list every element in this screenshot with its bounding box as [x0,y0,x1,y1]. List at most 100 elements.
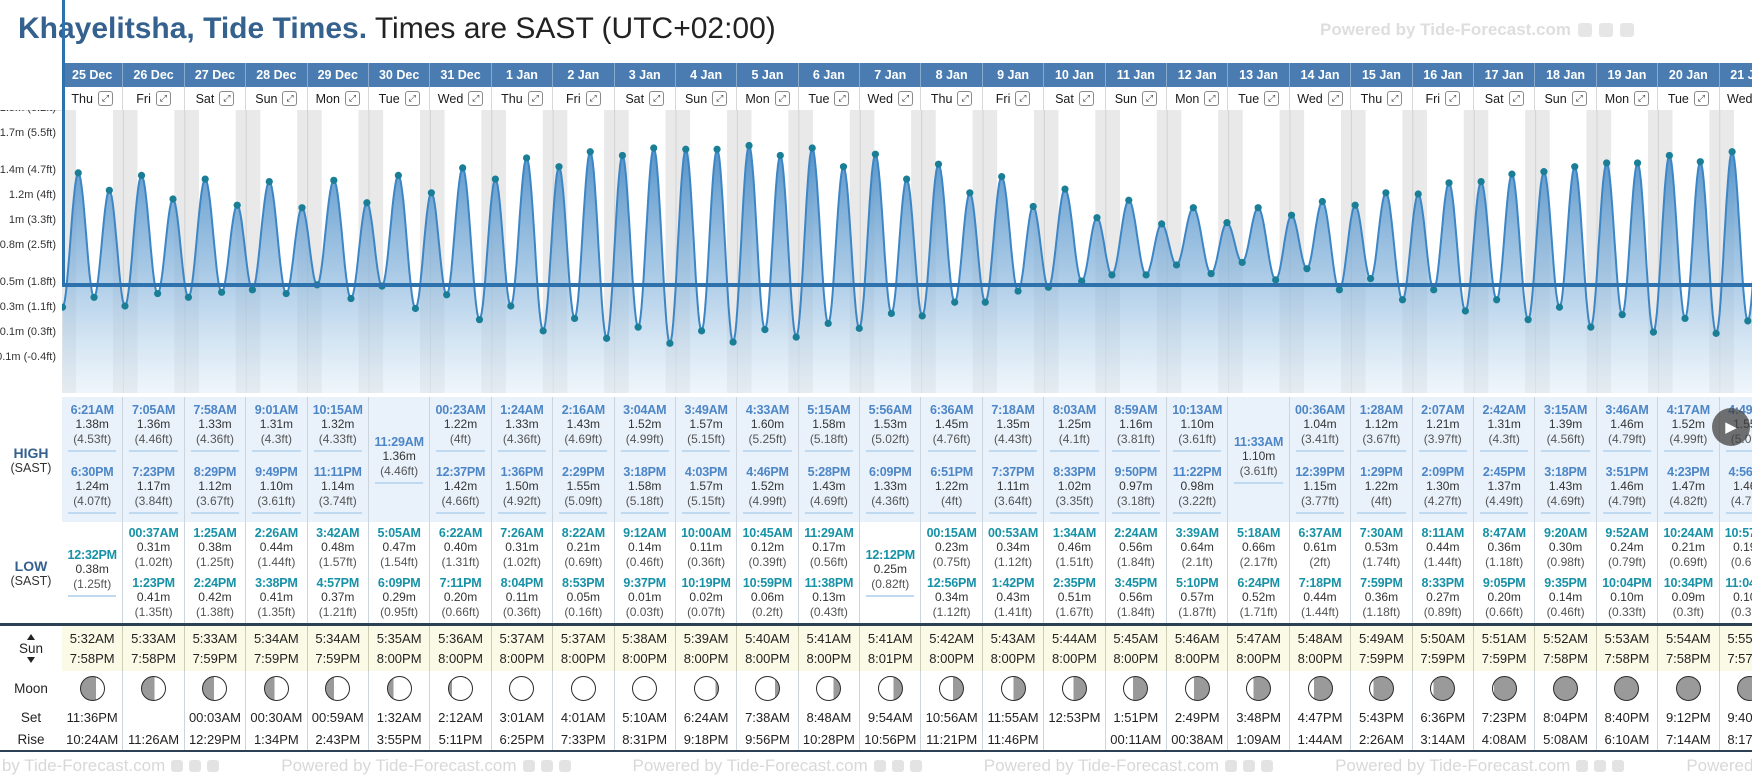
moonrise-time: 3:14AM [1420,731,1466,747]
tide-height-ft: (3.77ft) [1301,494,1340,508]
moonset-cell: 8:48AM [799,706,861,728]
expand-day-icon[interactable]: ⤢ [155,91,171,106]
tide-height-ft: (1.67ft) [1055,605,1094,619]
expand-day-icon[interactable]: ⤢ [1264,91,1280,106]
expand-day-icon[interactable]: ⤢ [774,91,790,106]
expand-day-icon[interactable]: ⤢ [1141,91,1157,106]
tide-time: 10:45AM [742,526,793,540]
weekday-label: Fri [566,91,581,106]
moonrise-time: 2:26AM [1358,731,1404,747]
tide-time: 3:38PM [255,576,298,590]
expand-day-icon[interactable]: ⤢ [527,91,543,106]
tide-time: 11:29AM [804,526,854,540]
expand-day-icon[interactable]: ⤢ [1015,91,1031,106]
expand-day-icon[interactable]: ⤢ [1078,91,1094,106]
moonrise-time: 4:08AM [1481,731,1527,747]
moon-phase-icon [816,676,842,701]
sunrise-time: 5:48AM [1297,630,1343,646]
expand-day-icon[interactable]: ⤢ [1387,91,1403,106]
tide-height-m: 1.58m [812,417,846,431]
expand-day-icon[interactable]: ⤢ [834,91,850,106]
moon-phase-cell [615,671,676,706]
tide-height-m: 0.53m [1364,540,1399,554]
tide-time: 3:42AM [316,526,360,540]
next-page-button[interactable]: ▶ [1712,408,1750,446]
tide-height-ft: (3.61ft) [257,494,296,508]
expand-day-icon[interactable]: ⤢ [585,91,601,106]
low-tide-cell: 8:11AM 0.44m (1.44ft) 8:33PM 0.27m (0.89ft) [1412,522,1474,623]
tide-height-ft: (3.64ft) [994,494,1033,508]
tide-height-m: 0.44m [1426,540,1460,554]
date-label: 21 Jan [1730,68,1752,82]
tide-height-m: 0.36m [1364,590,1399,604]
footer-watermark: Powered by Tide-Forecast.com [633,756,922,776]
tide-time: 10:24AM [1663,526,1714,540]
tide-time: 7:23PM [132,465,175,479]
moonrise-time: 7:33PM [560,731,606,747]
sunrise-time: 5:38AM [622,630,668,646]
expand-day-icon[interactable]: ⤢ [1445,91,1461,106]
expand-day-icon[interactable]: ⤢ [1204,91,1220,106]
weekday-label: Tue [378,91,400,106]
watermark-icon [1578,23,1592,37]
entry-underline [1418,450,1467,452]
low-tide-label: LOW (SAST) [0,522,62,623]
low-tide-entry: 10:24AM 0.21m (0.69ft) [1658,522,1718,572]
tide-height-m: 0.98m [1180,479,1214,493]
high-tide-entry: 8:29PM 1.12m (3.67ft) [185,459,245,521]
high-tide-cell: 7:18AM 1.35m (4.43ft) 7:37PM 1.11m (3.64ft) [982,397,1045,522]
entry-underline [374,482,424,484]
high-tide-cell: 3:15AM 1.39m (4.56ft) 3:18PM 1.43m (4.69ft) [1535,397,1597,522]
sunset-time: 8:00PM [745,650,790,666]
moon-phase-cell [1474,671,1536,706]
high-tide-entry: 6:09PM 1.33m (4.36ft) [860,459,920,521]
tide-time: 3:49AM [684,403,728,417]
expand-day-icon[interactable]: ⤢ [219,91,235,106]
weekday-label: Sat [625,91,645,106]
entry-underline [1602,512,1652,514]
moonset-time: 00:59AM [311,709,364,725]
moon-phase-cell [1228,671,1290,706]
expand-day-icon[interactable]: ⤢ [1693,91,1709,106]
expand-day-icon[interactable]: ⤢ [1634,91,1650,106]
expand-day-icon[interactable]: ⤢ [1508,91,1524,106]
moonset-time: 5:10AM [622,709,668,725]
expand-day-icon[interactable]: ⤢ [712,91,728,106]
tide-height-m: 0.11m [505,590,539,604]
moonrise-cell: 9:56PM [737,728,799,750]
sun-times-cell: 5:42AM 8:00PM [921,626,983,671]
expand-day-icon[interactable]: ⤢ [649,91,665,106]
moon-phase-cell [1535,671,1597,706]
rise-label-text: Rise [17,731,45,747]
entry-underline [497,512,547,514]
expand-day-icon[interactable]: ⤢ [898,91,914,106]
expand-day-icon[interactable]: ⤢ [97,91,113,106]
tide-height-m: 0.02m [689,590,723,604]
expand-day-icon[interactable]: ⤢ [468,91,484,106]
expand-day-icon[interactable]: ⤢ [344,91,360,106]
entry-underline [927,512,976,514]
low-tide-cell: 8:22AM 0.21m (0.69ft) 8:53PM 0.05m (0.16ft) [553,522,615,623]
high-tide-section: HIGH (SAST) 6:21AM 1.38m (4.53ft) 6:30PM 1.2… [0,397,1752,522]
tide-time: 1:24AM [500,403,544,417]
tide-height-ft: (0.56ft) [809,555,848,569]
moonset-cell: 11:36PM [62,706,124,728]
expand-day-icon[interactable]: ⤢ [1571,91,1587,106]
tide-height-ft: (4.69ft) [564,432,603,446]
sunset-time: 7:59PM [253,650,299,666]
expand-day-icon[interactable]: ⤢ [957,91,973,106]
expand-day-icon[interactable]: ⤢ [404,91,420,106]
expand-day-icon[interactable]: ⤢ [282,91,298,106]
tide-height-m: 0.19m [1733,540,1752,554]
high-tide-entry: 9:49PM 1.10m (3.61ft) [246,459,306,521]
expand-day-icon[interactable]: ⤢ [1327,91,1343,106]
section-divider [0,623,1752,626]
tide-height-ft: (0.66ft) [1485,605,1524,619]
watermark-icon [909,760,922,772]
sunrise-time: 5:52AM [1543,630,1588,646]
tide-height-ft: (1.51ft) [1055,555,1094,569]
date-label: 16 Jan [1423,68,1463,82]
tide-height-ft: (1.71ft) [1239,605,1278,619]
low-tide-cell: 3:39AM 0.64m (2.1ft) 5:10PM 0.57m (1.87ft) [1167,522,1229,623]
moonset-cell: 4:01AM [553,706,615,728]
